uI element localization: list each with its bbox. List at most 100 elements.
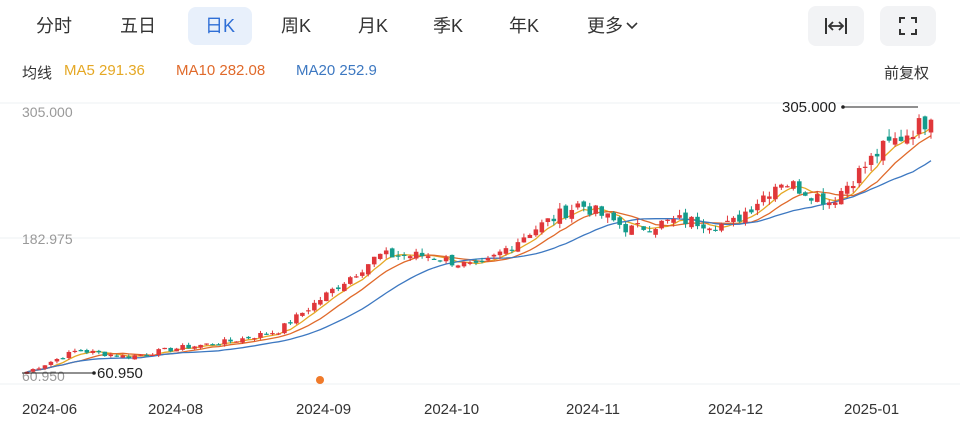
candle-body — [617, 217, 622, 225]
candle-body — [743, 211, 748, 223]
candle-body — [336, 287, 341, 290]
ma5-line — [26, 127, 932, 373]
candle-body — [749, 209, 754, 213]
period-tabs: 分时 五日 日K 周K 月K 季K 年K 更多 — [0, 0, 960, 54]
candle-body — [569, 209, 575, 219]
candle-body — [270, 333, 275, 335]
candle-body — [611, 212, 616, 221]
candle-body — [545, 218, 551, 223]
candle-body — [814, 194, 820, 202]
candle-body — [258, 332, 263, 338]
candle-body — [342, 283, 347, 292]
more-dropdown[interactable]: 更多 — [578, 7, 648, 45]
candle-body — [599, 206, 605, 216]
candle-body — [102, 351, 108, 357]
candle-body — [461, 261, 467, 267]
candle-body — [276, 333, 281, 335]
candle-body — [892, 138, 898, 145]
candle-body — [377, 253, 383, 259]
candle-body — [126, 356, 132, 359]
candle-body — [641, 226, 646, 230]
candle-body — [312, 302, 317, 311]
candle-body — [832, 202, 838, 205]
candle-body — [210, 344, 215, 346]
min-annotation-label: 60.950 — [97, 365, 143, 382]
candle-body — [246, 336, 251, 339]
adjust-mode[interactable]: 前复权 — [884, 65, 930, 82]
tab-weekly-k[interactable]: 周K — [280, 16, 311, 36]
candle-body — [54, 358, 60, 362]
candle-body — [138, 354, 144, 356]
candle-body — [707, 228, 712, 231]
candle-body — [677, 215, 682, 218]
tab-daily-k[interactable]: 日K — [188, 7, 252, 45]
candle-body — [156, 349, 161, 356]
candle-body — [665, 219, 670, 221]
candle-body — [162, 347, 167, 350]
candle-body — [844, 185, 850, 194]
fullscreen-button[interactable] — [880, 6, 936, 46]
candle-body — [521, 237, 527, 243]
tab-monthly-k[interactable]: 月K — [357, 16, 388, 36]
candle-body — [120, 355, 126, 358]
candle-body — [395, 255, 401, 257]
tab-quarterly-k[interactable]: 季K — [432, 16, 463, 36]
candle-body — [820, 193, 826, 205]
candle-body — [419, 252, 425, 257]
fit-width-button[interactable] — [808, 6, 864, 46]
event-marker[interactable] — [316, 376, 324, 384]
candle-body — [353, 276, 359, 278]
candle-body — [174, 348, 179, 352]
candle-body — [371, 256, 377, 265]
candle-body — [533, 229, 539, 236]
ma10-line — [26, 135, 932, 373]
candle-body — [66, 351, 72, 359]
candle-body — [874, 153, 880, 157]
candle-body — [910, 136, 916, 139]
candle-body — [455, 265, 461, 268]
candle-body — [868, 155, 874, 165]
candle-body — [725, 220, 730, 222]
candle-body — [557, 208, 563, 224]
candle-body — [605, 213, 610, 218]
candle-body — [773, 186, 778, 200]
candle-body — [761, 195, 766, 203]
candle-body — [36, 368, 42, 370]
tab-yearly-k[interactable]: 年K — [508, 16, 539, 36]
tab-intraday[interactable]: 分时 — [36, 16, 72, 36]
candle-body — [898, 136, 904, 142]
candle-body — [348, 277, 353, 284]
candle-body — [850, 185, 856, 189]
candle-body — [264, 333, 269, 335]
candle-body — [300, 312, 305, 316]
tab-five-day[interactable]: 五日 — [120, 16, 156, 36]
candle-body — [72, 350, 78, 353]
candle-body — [48, 361, 54, 365]
candle-body — [413, 251, 419, 259]
legend-ma5: MA5 291.36 — [64, 62, 145, 79]
candle-body — [30, 369, 36, 372]
candle-body — [701, 224, 706, 229]
y-tick-mid: 182.975 — [22, 231, 73, 247]
candle-body — [228, 339, 233, 342]
candle-body — [330, 288, 335, 294]
max-annotation-dot — [841, 105, 845, 109]
candle-body — [886, 136, 892, 141]
candle-body — [509, 249, 515, 251]
legend-ma10: MA10 282.08 — [176, 62, 266, 79]
candle-body — [473, 260, 479, 263]
candle-body — [96, 350, 102, 353]
candle-body — [731, 217, 736, 222]
candle-body — [222, 339, 227, 345]
chevron-down-icon — [626, 22, 638, 30]
x-tick-2025-01: 2025-01 — [844, 401, 899, 418]
candle-body — [186, 344, 191, 349]
candle-body — [593, 205, 599, 214]
candle-body — [132, 355, 138, 360]
candle-body — [539, 222, 545, 233]
candle-body — [904, 135, 910, 144]
ma-lines — [26, 127, 932, 373]
candle-body — [198, 344, 203, 348]
candle-body — [922, 116, 928, 130]
